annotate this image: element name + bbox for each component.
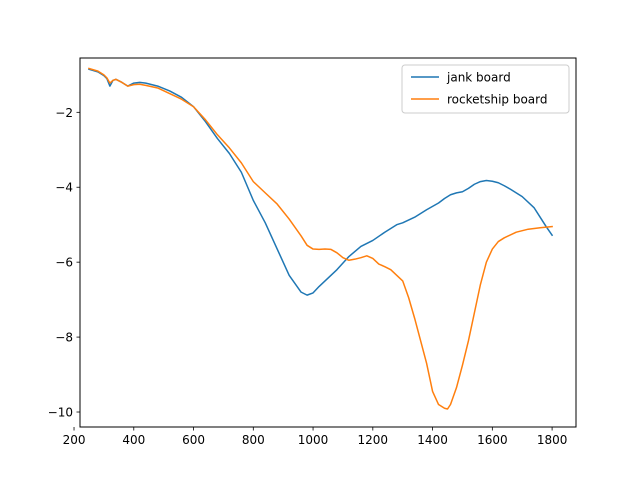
x-tick-label: 1200	[358, 433, 389, 447]
y-axis: −10 −8 −6 −4 −2	[48, 106, 80, 420]
y-tick-label: −8	[55, 331, 73, 345]
x-tick-label: 1800	[537, 433, 568, 447]
x-tick-label: 1000	[298, 433, 329, 447]
plot-frame	[79, 57, 577, 428]
series-line-2	[88, 67, 553, 410]
y-tick-label: −6	[55, 256, 73, 270]
x-tick-label: 800	[242, 433, 265, 447]
y-tick-label: −4	[55, 181, 73, 195]
x-tick-label: 600	[182, 433, 205, 447]
x-tick-label: 200	[63, 433, 86, 447]
y-tick-label: −2	[55, 106, 73, 120]
legend: jank board rocketship board	[401, 64, 570, 114]
legend-box	[401, 64, 570, 114]
x-axis: 200 400 600 800 1000 1200 1400 1600 1800	[63, 427, 568, 447]
legend-label-2: rocketship board	[447, 93, 548, 107]
x-tick-label: 1400	[417, 433, 448, 447]
series-line-1	[88, 68, 554, 296]
y-tick-label: −10	[48, 406, 73, 420]
x-tick-label: 400	[122, 433, 145, 447]
x-tick-label: 1600	[477, 433, 508, 447]
legend-label-1: jank board	[446, 71, 511, 85]
series-layer	[88, 67, 554, 410]
